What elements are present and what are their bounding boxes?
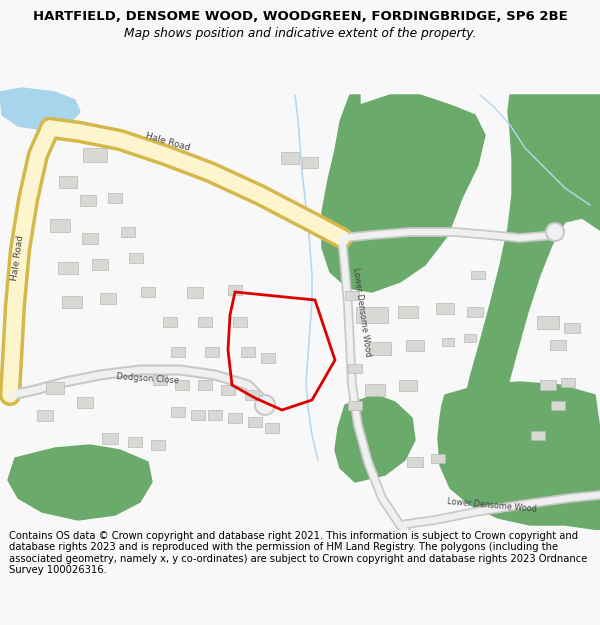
- Bar: [471, 271, 485, 279]
- Bar: [348, 364, 362, 372]
- Bar: [50, 219, 70, 231]
- Bar: [83, 148, 107, 162]
- Bar: [198, 317, 212, 327]
- Bar: [281, 152, 299, 164]
- Bar: [241, 347, 255, 357]
- Bar: [163, 317, 177, 327]
- Bar: [228, 413, 242, 423]
- Bar: [345, 291, 359, 299]
- Circle shape: [255, 395, 275, 415]
- Text: Dodgson Close: Dodgson Close: [116, 372, 179, 385]
- Bar: [245, 390, 259, 400]
- Bar: [187, 286, 203, 298]
- Bar: [356, 307, 388, 323]
- Text: Lower Densome Wood: Lower Densome Wood: [351, 267, 373, 357]
- Bar: [531, 431, 545, 439]
- Bar: [248, 417, 262, 427]
- Bar: [221, 385, 235, 395]
- Text: Map shows position and indicative extent of the property.: Map shows position and indicative extent…: [124, 27, 476, 40]
- Polygon shape: [0, 88, 80, 130]
- Bar: [205, 347, 219, 357]
- Text: Contains OS data © Crown copyright and database right 2021. This information is : Contains OS data © Crown copyright and d…: [9, 531, 587, 576]
- Bar: [442, 338, 454, 346]
- Bar: [129, 253, 143, 263]
- Bar: [191, 410, 205, 420]
- Bar: [564, 323, 580, 333]
- Bar: [436, 302, 454, 314]
- Bar: [171, 347, 185, 357]
- Bar: [406, 339, 424, 351]
- Bar: [82, 232, 98, 244]
- Bar: [151, 440, 165, 450]
- Bar: [46, 382, 64, 394]
- Bar: [399, 379, 417, 391]
- Bar: [348, 401, 362, 409]
- Bar: [100, 292, 116, 304]
- Bar: [369, 341, 391, 354]
- Bar: [233, 317, 247, 327]
- Bar: [121, 227, 135, 237]
- Bar: [208, 410, 222, 420]
- Bar: [92, 259, 108, 269]
- Polygon shape: [438, 382, 600, 530]
- Bar: [59, 176, 77, 188]
- Bar: [102, 432, 118, 444]
- Text: Hale Road: Hale Road: [145, 131, 191, 152]
- Polygon shape: [8, 445, 152, 520]
- Bar: [398, 306, 418, 318]
- Polygon shape: [335, 395, 415, 482]
- Bar: [551, 401, 565, 409]
- Bar: [302, 156, 318, 168]
- Bar: [175, 380, 189, 390]
- Bar: [540, 380, 556, 390]
- Bar: [77, 396, 93, 408]
- Polygon shape: [458, 95, 600, 455]
- Bar: [228, 285, 242, 295]
- Bar: [261, 353, 275, 363]
- Bar: [128, 437, 142, 447]
- Bar: [561, 378, 575, 386]
- Bar: [141, 287, 155, 297]
- Bar: [171, 407, 185, 417]
- Text: HARTFIELD, DENSOME WOOD, WOODGREEN, FORDINGBRIDGE, SP6 2BE: HARTFIELD, DENSOME WOOD, WOODGREEN, FORD…: [32, 10, 568, 23]
- Bar: [198, 380, 212, 390]
- Text: Hale Road: Hale Road: [10, 234, 26, 281]
- Bar: [464, 334, 476, 342]
- Bar: [265, 423, 279, 433]
- Bar: [108, 193, 122, 203]
- Bar: [37, 409, 53, 421]
- Polygon shape: [322, 95, 485, 292]
- Bar: [62, 296, 82, 308]
- Text: Lower Densome Wood: Lower Densome Wood: [447, 498, 537, 514]
- Bar: [365, 384, 385, 396]
- Bar: [407, 457, 423, 467]
- Bar: [153, 375, 167, 385]
- Bar: [58, 262, 78, 274]
- Bar: [431, 454, 445, 462]
- Bar: [550, 340, 566, 350]
- Bar: [467, 307, 483, 317]
- Bar: [537, 316, 559, 329]
- Circle shape: [546, 223, 564, 241]
- Bar: [80, 194, 96, 206]
